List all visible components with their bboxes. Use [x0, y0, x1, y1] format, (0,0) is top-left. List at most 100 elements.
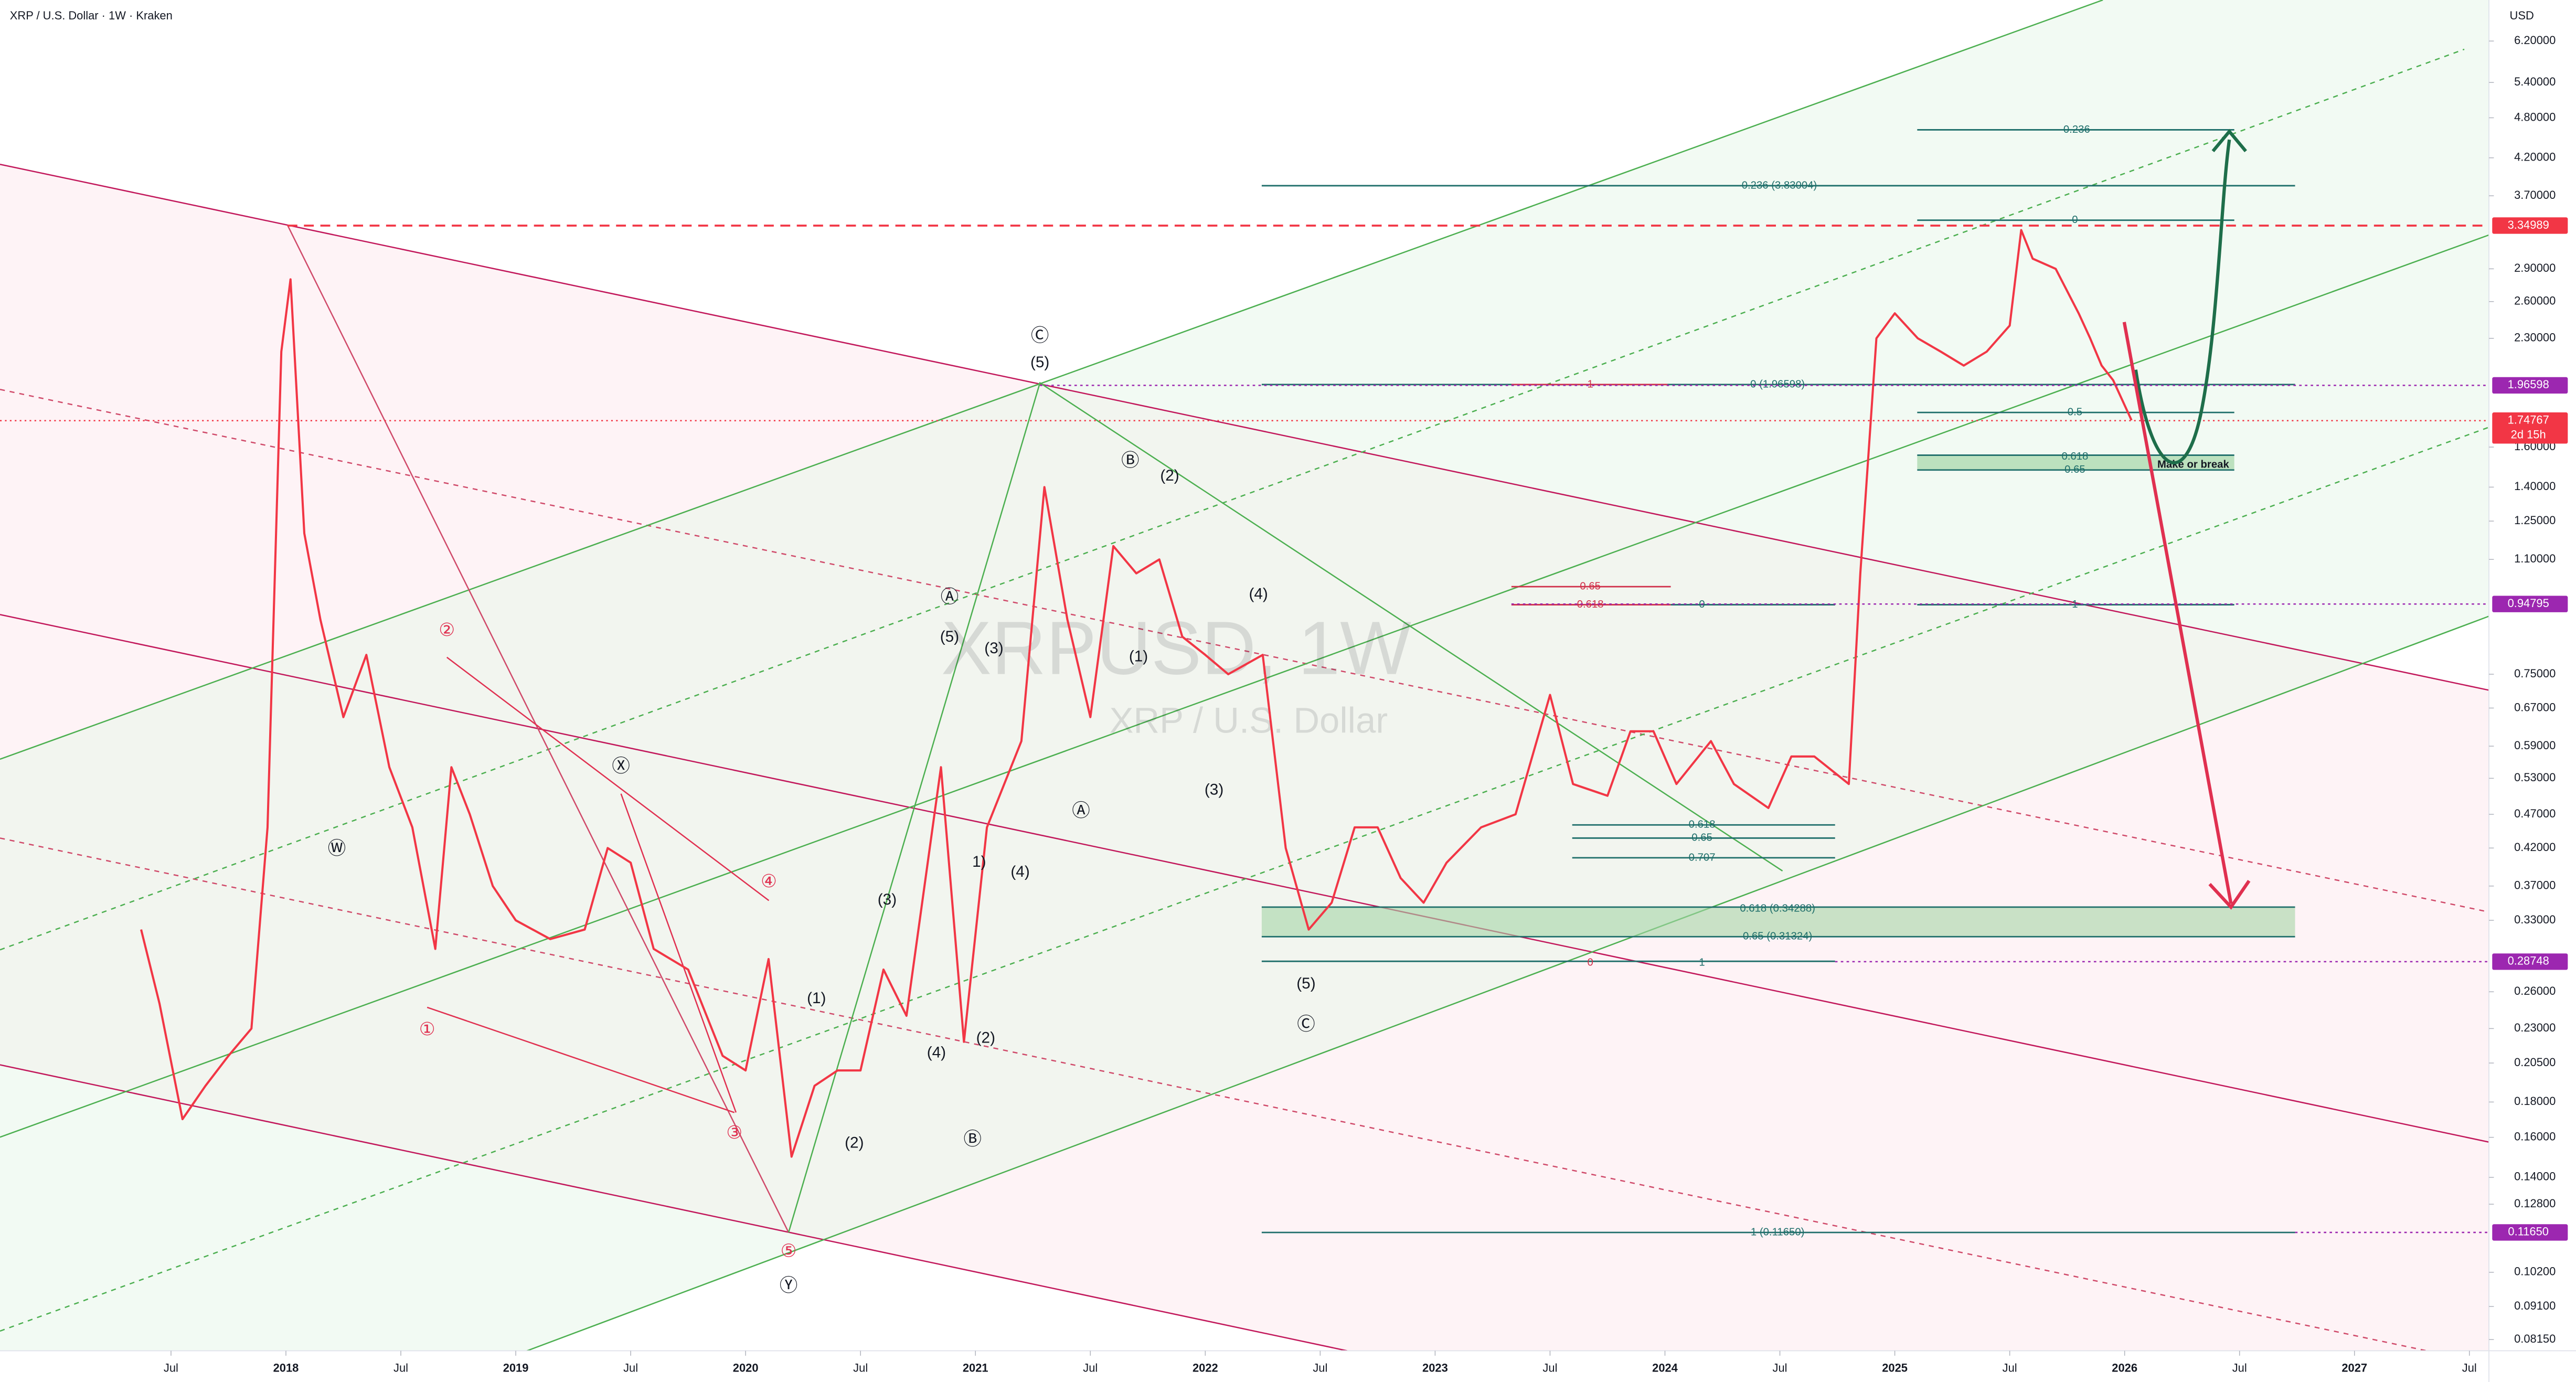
wave-label: ④	[761, 871, 777, 891]
wave-label: ⑤	[781, 1241, 797, 1261]
fib-label: 0.65	[2064, 464, 2085, 475]
wave-label: (3)	[984, 640, 1003, 657]
y-tick-label: 0.26000	[2514, 984, 2556, 997]
price-tag	[2492, 596, 2568, 612]
wave-label: (5)	[940, 628, 959, 645]
channel-line	[443, 615, 2489, 1382]
x-tick-label: Jul	[1083, 1362, 1098, 1375]
wave-label: Ⓑ	[1121, 451, 1139, 471]
fib-label: 0.618	[1689, 819, 1716, 831]
wave-label: ③	[726, 1123, 742, 1143]
x-tick-label: Jul	[623, 1362, 638, 1375]
fib-label: 0.707	[1689, 852, 1716, 863]
zone	[1261, 907, 2295, 937]
y-tick-label: 0.14000	[2514, 1170, 2556, 1183]
wave-label: (5)	[1030, 354, 1049, 371]
y-tick-label: 0.67000	[2514, 700, 2556, 714]
channel-line	[0, 427, 2489, 1332]
wave-label: (3)	[878, 891, 897, 908]
y-tick-label: 0.20500	[2514, 1056, 2556, 1069]
x-tick-label: 2024	[1652, 1362, 1678, 1375]
fib-label: 1	[1588, 378, 1593, 390]
wave-label: (2)	[845, 1134, 864, 1152]
y-tick-label: 0.18000	[2514, 1094, 2556, 1108]
fib-label: 0.618 (0.34288)	[1740, 902, 1815, 914]
price-tag	[2492, 412, 2568, 444]
y-tick-label: 1.40000	[2514, 480, 2556, 493]
channel-line	[0, 614, 2489, 1143]
y-tick-label: 3.70000	[2514, 188, 2556, 201]
wave-label: (3)	[1205, 781, 1223, 798]
arrow-head	[2208, 879, 2251, 910]
green-channel-fill	[0, 0, 2489, 1382]
channels	[0, 0, 2489, 1382]
x-tick-label: Jul	[1773, 1362, 1787, 1375]
y-tick-label: 0.59000	[2514, 739, 2556, 752]
y-tick-label: 4.20000	[2514, 151, 2556, 164]
wave-label: ①	[419, 1019, 435, 1039]
x-tick-label: 2021	[963, 1362, 988, 1375]
fib-label: 0.65 (0.31324)	[1743, 931, 1812, 942]
fib-label: 0.618	[2061, 451, 2088, 462]
wave-line	[286, 225, 790, 1233]
price-tag-label: 0.11650	[2508, 1225, 2549, 1238]
wave-label: (2)	[976, 1029, 995, 1046]
projections	[2122, 129, 2251, 910]
projection-down	[2122, 322, 2233, 905]
wave-label: (1)	[1129, 648, 1148, 665]
arrow-head	[2211, 129, 2247, 153]
fib-label: 0 (1.96598)	[1750, 378, 1805, 390]
y-tick-label: 0.16000	[2514, 1130, 2556, 1143]
channel-line	[0, 1064, 1347, 1352]
price-tag-label: 1.96598	[2508, 378, 2549, 391]
y-tick-label: 4.80000	[2514, 110, 2556, 123]
fib-label: 0.5	[2068, 407, 2082, 418]
wave-label: Ⓧ	[612, 757, 630, 777]
currency: USD	[2510, 9, 2534, 22]
countdown: 2d 15h	[2511, 428, 2546, 441]
wave-label: (1)	[807, 990, 826, 1007]
x-tick-label: Jul	[2003, 1362, 2017, 1375]
x-tick-label: Jul	[393, 1362, 408, 1375]
wave-label: (2)	[1160, 467, 1179, 484]
y-tick-label: 0.08150	[2514, 1332, 2556, 1345]
x-tick-label: Jul	[2232, 1362, 2247, 1375]
fib-label: 0.65	[1580, 580, 1601, 592]
wave-label: (4)	[1010, 863, 1029, 880]
wave-label: 1)	[972, 853, 986, 870]
x-tick-label: 2018	[273, 1362, 299, 1375]
y-tick-label: 0.33000	[2514, 913, 2556, 926]
wave-label: Ⓒ	[1031, 326, 1049, 346]
wave-label: Ⓨ	[780, 1275, 797, 1295]
y-tick-label: 2.60000	[2514, 294, 2556, 307]
wave-label: (4)	[927, 1044, 946, 1061]
channel-line	[0, 0, 2103, 760]
y-tick-label: 0.10200	[2514, 1265, 2556, 1278]
x-tick-label: Jul	[164, 1362, 178, 1375]
time-axis	[0, 1351, 2576, 1382]
channel-line	[0, 163, 2489, 691]
y-tick-label: 0.42000	[2514, 841, 2556, 854]
y-tick-label: 6.20000	[2514, 34, 2556, 47]
y-tick-label: 1.10000	[2514, 552, 2556, 565]
wave-line	[787, 381, 1783, 1233]
channel-line	[0, 837, 2489, 1365]
watermark-name: XRP / U.S. Dollar	[1109, 700, 1388, 740]
y-tick-label: 0.47000	[2514, 807, 2556, 820]
y-tick-label: 0.37000	[2514, 878, 2556, 891]
x-tick-label: 2023	[1422, 1362, 1448, 1375]
axes: 6.20000 5.40000 4.80000 4.20000 3.70000 2.900…	[164, 34, 2568, 1375]
y-tick-label: 0.23000	[2514, 1021, 2556, 1034]
price-tag	[2492, 953, 2568, 970]
fib-label: -0.236	[2060, 124, 2090, 135]
y-tick-label: 0.09100	[2514, 1299, 2556, 1312]
fib-label: 0	[2072, 214, 2078, 226]
price-tag-label: 1.74767	[2508, 413, 2549, 426]
x-tick-label: 2020	[733, 1362, 759, 1375]
projection-up	[2134, 139, 2231, 465]
fib-levels: -0.236 -0.236 (3.83004) 0 0 (1.96598) 1 …	[1261, 124, 2295, 1238]
fib-label: 0	[1588, 957, 1593, 969]
channel-line	[0, 389, 2489, 913]
zone	[1917, 455, 2234, 470]
